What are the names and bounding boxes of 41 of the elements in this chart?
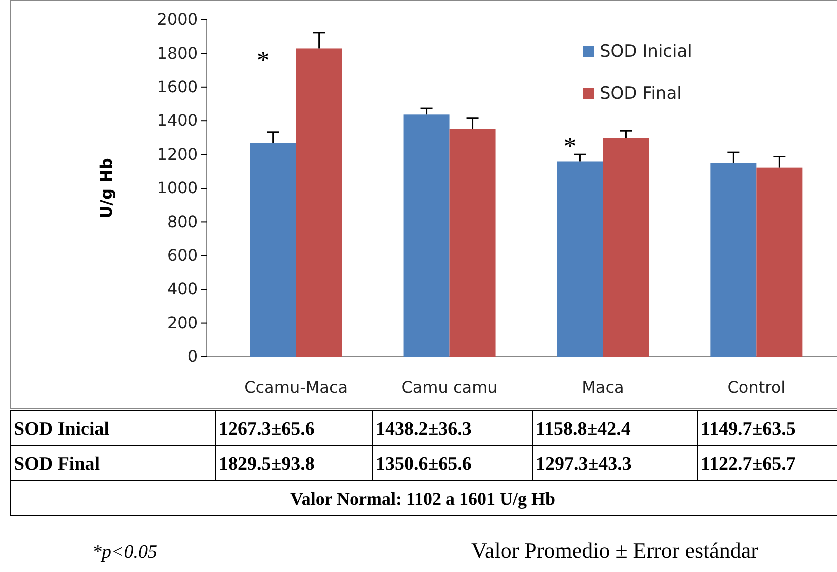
bar [603, 138, 650, 357]
y-tick-label: 800 [167, 212, 198, 232]
bar [756, 168, 803, 357]
bar [250, 143, 296, 357]
y-tick-label: 2000 [157, 10, 198, 30]
data-label: 1267.3±65.6 [219, 419, 315, 440]
y-tick-label: 1200 [157, 144, 198, 164]
data-label: 1122.7±65.7 [701, 454, 796, 475]
annotation: * [564, 132, 577, 162]
x-tick-label: Camu camu [402, 378, 498, 397]
y-tick-label: 0 [188, 347, 198, 366]
bar [710, 163, 757, 357]
legend-label: SOD Inicial [600, 42, 692, 62]
x-tick-label: Ccamu-Maca [244, 378, 348, 397]
y-tick-label: 1400 [157, 111, 198, 130]
y-tick-label: 1600 [157, 78, 198, 97]
bar [450, 129, 496, 357]
text: Valor Promedio ± Error estándar [472, 538, 760, 563]
data-label: 1829.5±93.8 [219, 454, 315, 475]
y-tick-label: 1000 [157, 178, 198, 198]
data-label: 1149.7±63.5 [701, 419, 796, 440]
data-label: 1350.6±65.6 [376, 454, 472, 475]
bar [404, 114, 450, 357]
text: Valor Normal: 1102 a 1601 U/g Hb [290, 489, 556, 509]
y-axis-title: U/g Hb [97, 158, 116, 219]
data-label: 1158.8±42.4 [536, 419, 632, 440]
y-tick-label: 600 [167, 246, 198, 266]
y-tick-label: 1800 [157, 44, 198, 63]
data-label: 1297.3±43.3 [536, 454, 632, 475]
text: SOD Final [14, 454, 100, 475]
x-tick-label: Maca [582, 378, 624, 397]
text: *p<0.05 [92, 542, 158, 563]
x-tick-label: Control [728, 378, 786, 397]
data-label: 1438.2±36.3 [376, 419, 472, 440]
annotation: * [256, 46, 270, 76]
y-tick-label: 400 [167, 280, 198, 299]
text: SOD Inicial [14, 419, 110, 440]
bar [296, 48, 342, 357]
bar [557, 162, 604, 357]
legend-label: SOD Final [600, 84, 682, 104]
y-tick-label: 200 [167, 313, 198, 332]
